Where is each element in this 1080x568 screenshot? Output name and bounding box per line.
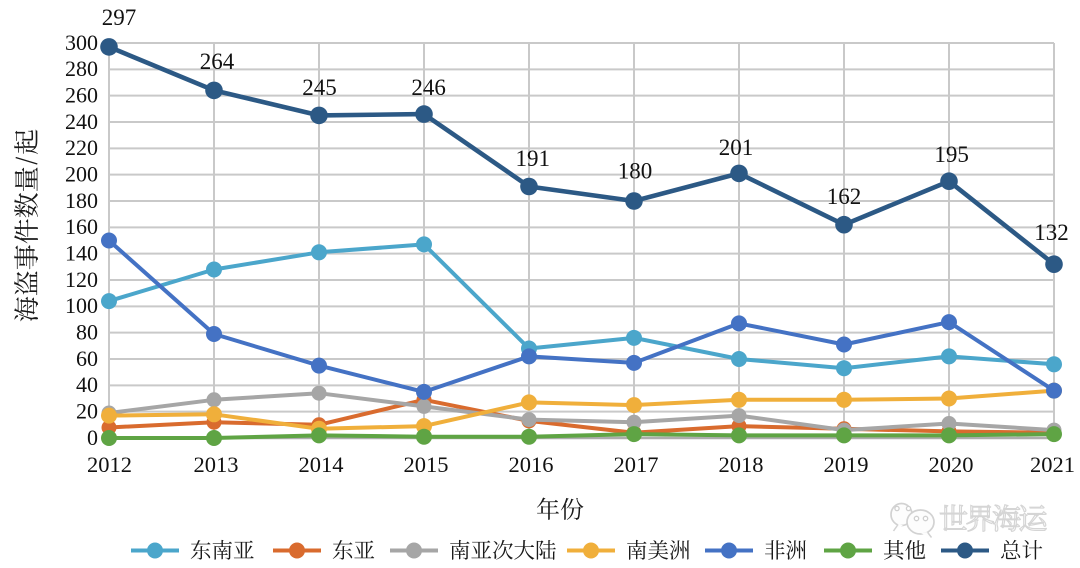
svg-text:220: 220 bbox=[65, 135, 98, 160]
svg-text:2013: 2013 bbox=[194, 452, 239, 477]
svg-text:260: 260 bbox=[65, 83, 98, 108]
svg-text:2020: 2020 bbox=[929, 452, 974, 477]
svg-text:140: 140 bbox=[65, 241, 98, 266]
svg-text:180: 180 bbox=[65, 188, 98, 213]
svg-text:191: 191 bbox=[515, 146, 550, 171]
svg-text:132: 132 bbox=[1034, 220, 1069, 245]
svg-text:40: 40 bbox=[76, 372, 98, 397]
svg-text:245: 245 bbox=[302, 75, 337, 100]
svg-text:120: 120 bbox=[65, 267, 98, 292]
svg-text:0: 0 bbox=[87, 425, 98, 450]
svg-text:195: 195 bbox=[934, 142, 969, 167]
svg-text:2012: 2012 bbox=[87, 452, 132, 477]
svg-text:160: 160 bbox=[65, 214, 98, 239]
svg-text:2016: 2016 bbox=[509, 452, 554, 477]
svg-text:180: 180 bbox=[618, 159, 653, 184]
svg-text:2014: 2014 bbox=[299, 452, 344, 477]
svg-text:2015: 2015 bbox=[404, 452, 449, 477]
svg-text:240: 240 bbox=[65, 109, 98, 134]
svg-text:2019: 2019 bbox=[824, 452, 869, 477]
svg-text:2018: 2018 bbox=[719, 452, 764, 477]
svg-text:100: 100 bbox=[65, 293, 98, 318]
svg-text:264: 264 bbox=[200, 49, 235, 74]
svg-text:200: 200 bbox=[65, 162, 98, 187]
svg-text:2017: 2017 bbox=[614, 452, 659, 477]
svg-text:60: 60 bbox=[76, 346, 98, 371]
svg-text:162: 162 bbox=[827, 184, 862, 209]
svg-text:20: 20 bbox=[76, 399, 98, 424]
svg-text:246: 246 bbox=[411, 75, 446, 100]
svg-text:80: 80 bbox=[76, 320, 98, 345]
svg-text:297: 297 bbox=[102, 5, 137, 30]
svg-text:300: 300 bbox=[65, 30, 98, 55]
svg-text:280: 280 bbox=[65, 56, 98, 81]
svg-text:201: 201 bbox=[719, 135, 754, 160]
svg-text:2021: 2021 bbox=[1030, 452, 1075, 477]
